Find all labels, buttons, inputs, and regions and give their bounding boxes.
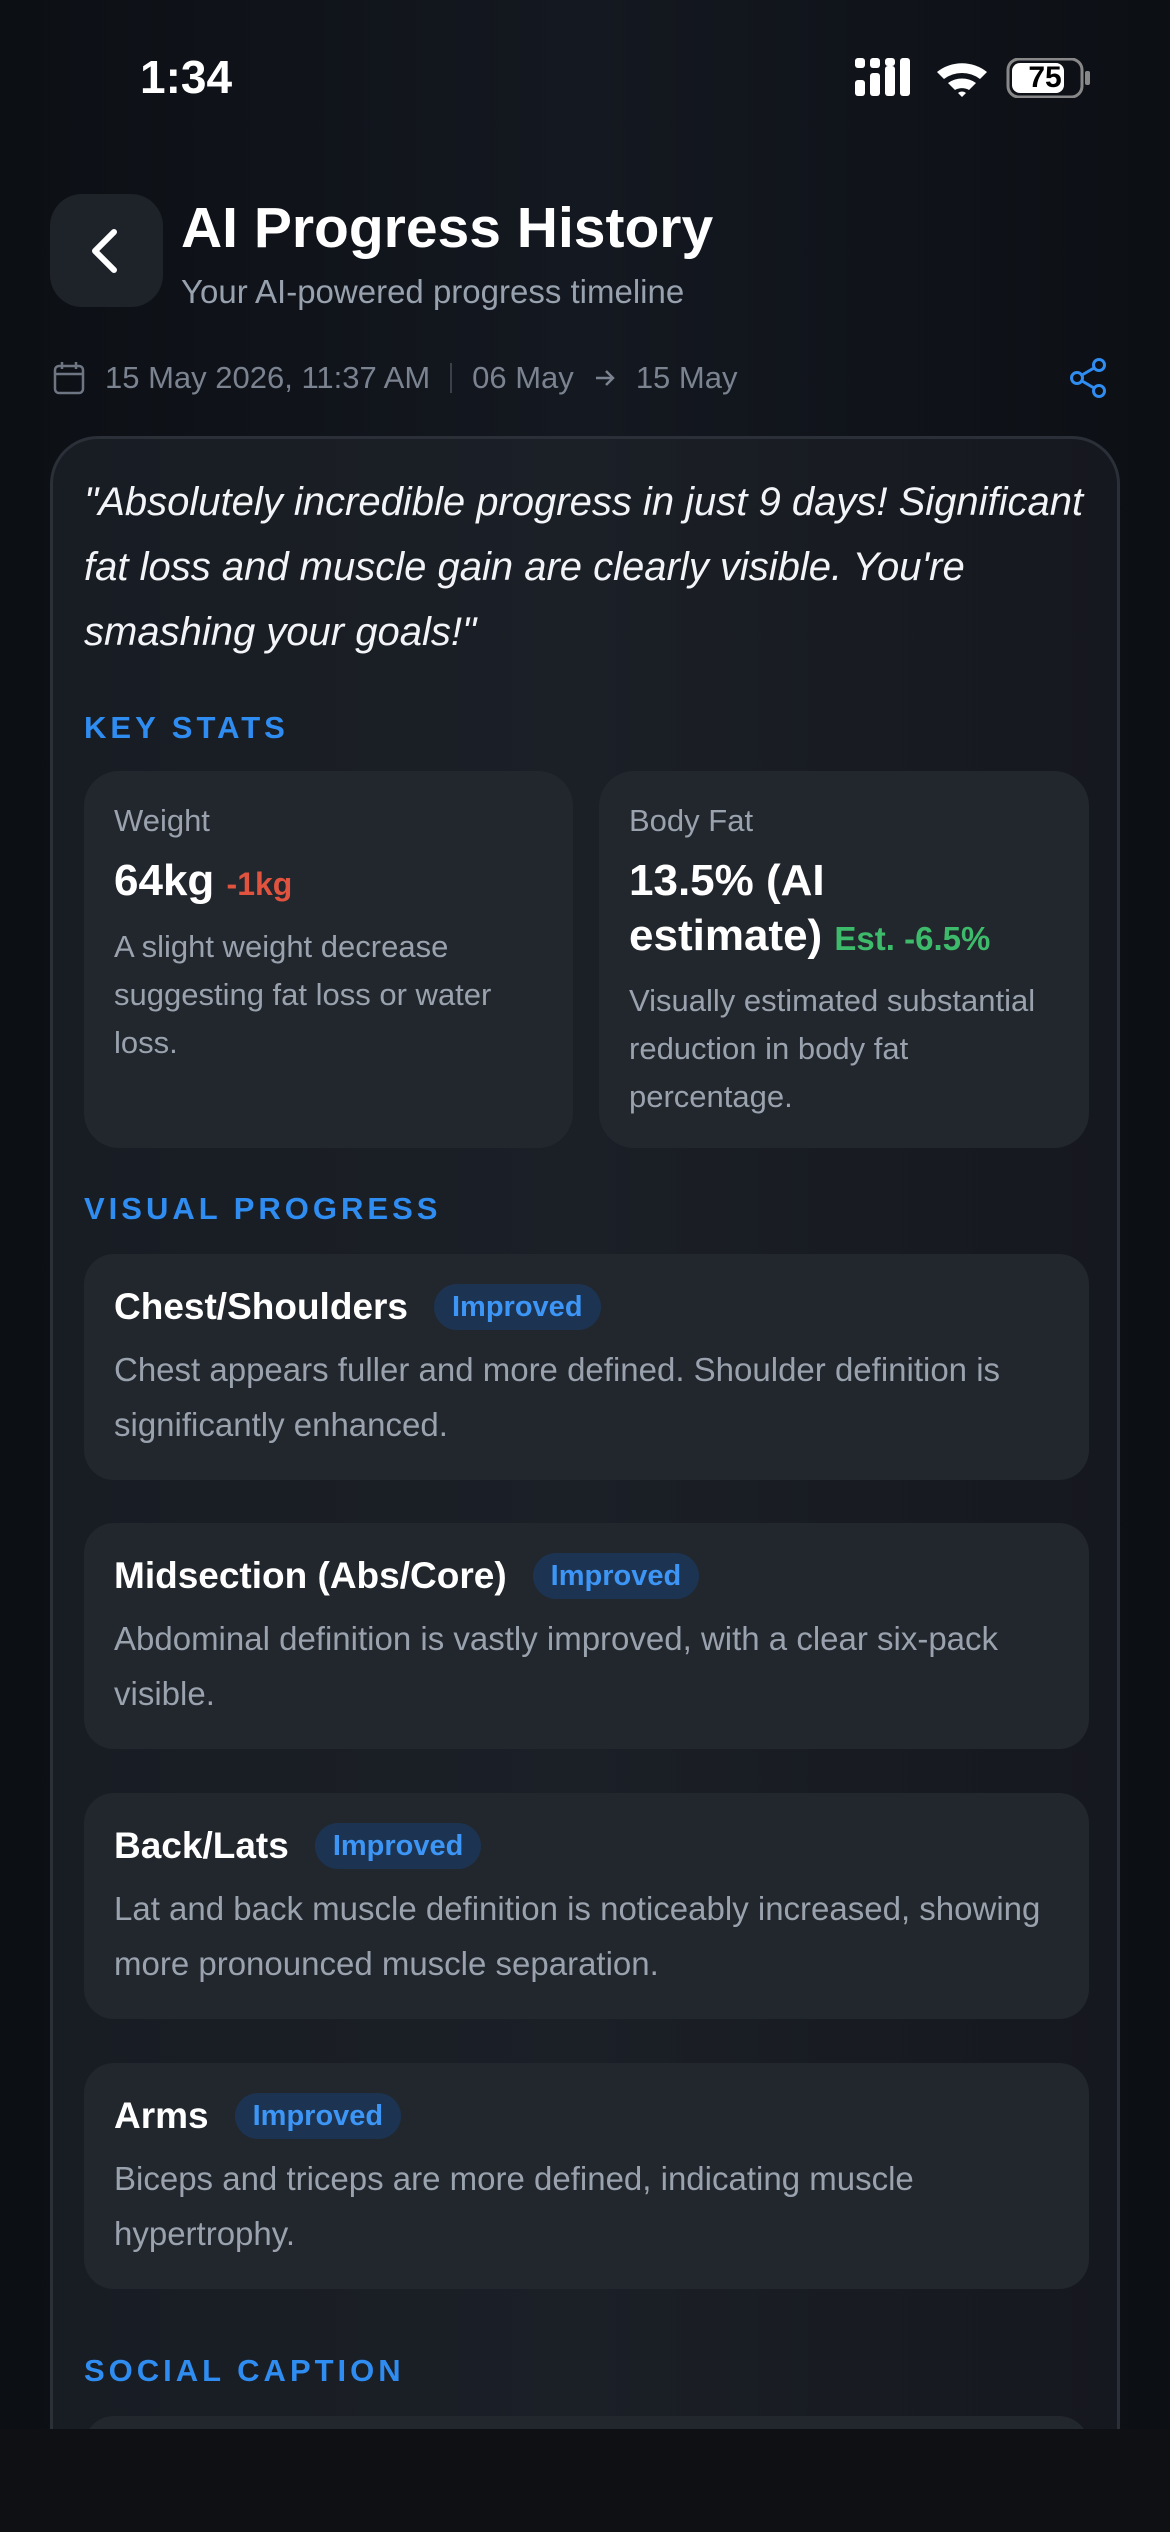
stat-value: 13.5% (AI estimate): [629, 856, 825, 960]
area-name: Midsection (Abs/Core): [114, 1555, 507, 1596]
battery-level: 75: [1028, 61, 1061, 94]
progress-item: Midsection (Abs/Core) Improved Abdominal d…: [84, 1523, 1089, 1749]
item-header: Midsection (Abs/Core) Improved: [114, 1551, 1059, 1601]
stat-change: Est. -6.5%: [834, 920, 991, 957]
stat-change: -1kg: [226, 866, 293, 902]
entry-date: 15 May 2026, 11:37 AM: [105, 360, 431, 395]
section-heading: KEY STATS: [84, 710, 289, 745]
calendar-icon: [53, 362, 85, 395]
item-header: Chest/Shoulders Improved: [114, 1282, 1059, 1332]
item-header: Arms Improved: [114, 2091, 1059, 2141]
area-description: Biceps and triceps are more defined, ind…: [114, 2160, 914, 2252]
status-badge: Improved: [234, 2093, 402, 2139]
stat-description: Visually estimated substantial reduction…: [629, 983, 1036, 1114]
area-description: Lat and back muscle definition is notice…: [114, 1890, 1041, 1982]
ai-summary-quote: "Absolutely incredible progress in just …: [84, 480, 1084, 654]
progress-item: Chest/Shoulders Improved Chest appears ful…: [84, 1254, 1089, 1480]
meta-row: 15 May 2026, 11:37 AM 06 May 15 May: [53, 358, 737, 398]
stat-value: 64kg: [114, 856, 215, 905]
progress-item: Back/Lats Improved Lat and back muscle def…: [84, 1793, 1089, 2019]
page-subtitle: Your AI-powered progress timeline: [181, 273, 685, 310]
share-button[interactable]: [1068, 358, 1108, 398]
area-name: Back/Lats: [114, 1825, 289, 1866]
status-badge: Improved: [314, 1823, 482, 1869]
area-name: Arms: [114, 2095, 209, 2136]
status-time: 1:34: [140, 51, 233, 103]
area-description: Abdominal definition is vastly improved,…: [114, 1620, 999, 1712]
status-icons: 75: [855, 58, 1090, 98]
stat-card: Body Fat 13.5% (AI estimate) Est. -6.5% …: [599, 771, 1089, 1148]
area-description: Chest appears fuller and more defined. S…: [114, 1351, 1001, 1443]
stat-description: A slight weight decrease suggesting fat …: [114, 929, 492, 1060]
area-name: Chest/Shoulders: [114, 1286, 408, 1327]
status-badge: Improved: [434, 1284, 601, 1330]
back-button[interactable]: [50, 194, 163, 307]
page-title: AI Progress History: [181, 196, 714, 260]
range-end: 15 May: [635, 360, 738, 395]
separator: [450, 363, 453, 393]
section-heading: VISUAL PROGRESS: [84, 1191, 442, 1226]
section-heading: SOCIAL CAPTION: [84, 2353, 405, 2388]
progress-item: Arms Improved Biceps and triceps are more …: [84, 2063, 1089, 2289]
status-badge: Improved: [532, 1553, 700, 1599]
back-icon: [92, 229, 117, 273]
bottom-fade: [0, 2429, 1170, 2532]
range-start: 06 May: [472, 360, 574, 395]
summary-card: "Absolutely incredible progress in just …: [50, 436, 1120, 2436]
stat-label: Body Fat: [629, 803, 754, 838]
stat-label: Weight: [114, 803, 210, 838]
stat-card: Weight 64kg -1kg A slight weight decreas…: [84, 771, 573, 1148]
item-header: Back/Lats Improved: [114, 1821, 1059, 1871]
arrow-icon: [595, 370, 615, 386]
